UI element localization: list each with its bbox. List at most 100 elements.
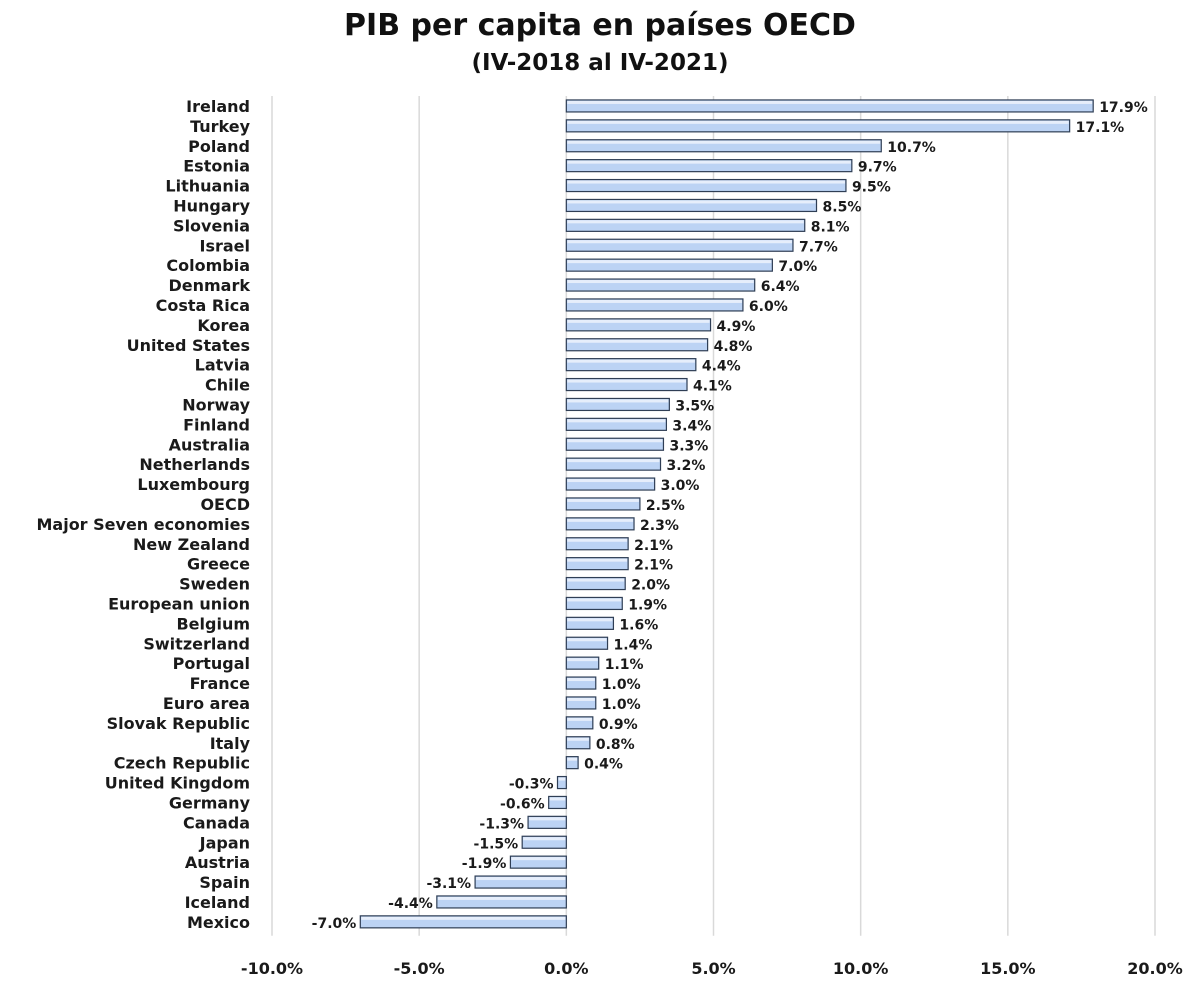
category-label: Finland [183,415,250,434]
bar-highlight [567,100,1093,104]
bar-highlight [567,220,804,224]
data-label: 0.4% [584,757,623,773]
category-label: OECD [200,495,250,514]
bar-highlight [437,896,566,900]
bar-highlight [567,459,660,463]
category-label: Iceland [185,893,250,912]
data-label: 1.9% [628,597,667,613]
data-label: 10.7% [887,140,936,156]
bar-highlight [361,916,566,920]
bar-highlight [567,299,742,303]
category-label: Latvia [195,356,250,375]
category-label: Spain [199,873,250,892]
data-label: 8.1% [811,219,850,235]
bar-highlight [567,379,687,383]
data-label: 6.4% [761,279,800,295]
bar-highlight [558,777,566,781]
bar-highlight [511,857,566,861]
category-label: Lithuania [165,177,250,196]
bar-highlight [567,399,669,403]
x-tick-label: -10.0% [241,959,303,978]
bar-highlight [567,737,589,741]
category-label: Canada [183,813,250,832]
data-label: -7.0% [312,916,357,932]
bar-highlight [567,260,772,264]
bar-highlight [567,160,851,164]
category-label: Slovak Republic [107,714,250,733]
bar-highlight [567,618,613,622]
category-label: Slovenia [173,216,250,235]
data-label: 2.3% [640,518,679,534]
category-label: Chile [205,376,250,395]
chart-subtitle: (IV-2018 al IV-2021) [471,50,729,76]
data-label: 4.9% [717,319,756,335]
x-tick-label: 15.0% [980,959,1036,978]
category-label: Luxembourg [137,475,250,494]
data-label: 4.8% [714,339,753,355]
bars [359,99,1094,929]
category-label: Denmark [168,276,250,295]
data-label: 3.0% [661,478,700,494]
category-label: Portugal [173,654,250,673]
bar [556,775,567,790]
category-label: United Kingdom [105,774,250,793]
bar-highlight [567,757,578,761]
category-label: Belgium [176,614,250,633]
x-tick-label: 5.0% [691,959,735,978]
bar-highlight [567,280,754,284]
x-tick-label: 10.0% [833,959,889,978]
bar-highlight [567,658,598,662]
category-label: Major Seven economies [36,515,250,534]
bar-highlight [567,697,595,701]
data-label: -0.3% [509,777,554,793]
bar-highlight [567,518,634,522]
data-label: 1.0% [602,677,641,693]
data-label: 3.2% [667,458,706,474]
category-label: Netherlands [139,455,250,474]
bar-highlight [567,359,695,363]
bar-highlight [567,319,710,323]
bar-highlight [567,498,639,502]
data-label: -3.1% [426,876,471,892]
category-labels: IrelandTurkeyPolandEstoniaLithuaniaHunga… [36,97,250,932]
bar-highlight [567,598,622,602]
category-label: Australia [169,435,250,454]
data-label: 3.5% [675,398,714,414]
data-label: 7.7% [799,239,838,255]
category-label: New Zealand [133,535,250,554]
category-label: Czech Republic [114,754,250,773]
data-label: 3.3% [669,438,708,454]
bar-highlight [529,817,566,821]
bar-highlight [567,120,1069,124]
x-tick-label: 20.0% [1127,959,1183,978]
chart-title: PIB per capita en países OECD [344,8,856,43]
bar-highlight [549,797,566,801]
data-label: -1.3% [479,816,524,832]
bar-highlight [523,837,566,841]
category-label: Mexico [187,913,250,932]
bar-highlight [567,578,625,582]
data-label: 2.5% [646,498,685,514]
category-label: Hungary [173,196,250,215]
category-label: Turkey [190,117,251,136]
category-label: Poland [188,137,250,156]
bar-highlight [567,140,881,144]
data-label: 1.4% [614,637,653,653]
category-label: Italy [210,734,251,753]
category-label: Sweden [179,575,250,594]
data-label: 2.0% [631,578,670,594]
category-label: Euro area [163,694,250,713]
data-label: 4.1% [693,379,732,395]
bar-highlight [567,240,792,244]
data-label: 17.1% [1076,120,1125,136]
data-label: -4.4% [388,896,433,912]
data-label: 9.7% [858,160,897,176]
bar-highlight [567,558,628,562]
category-label: European union [108,594,250,613]
category-label: Ireland [186,97,250,116]
bar-highlight [567,180,845,184]
data-label: 2.1% [634,558,673,574]
bar-highlight [567,479,654,483]
bar-highlight [567,717,592,721]
